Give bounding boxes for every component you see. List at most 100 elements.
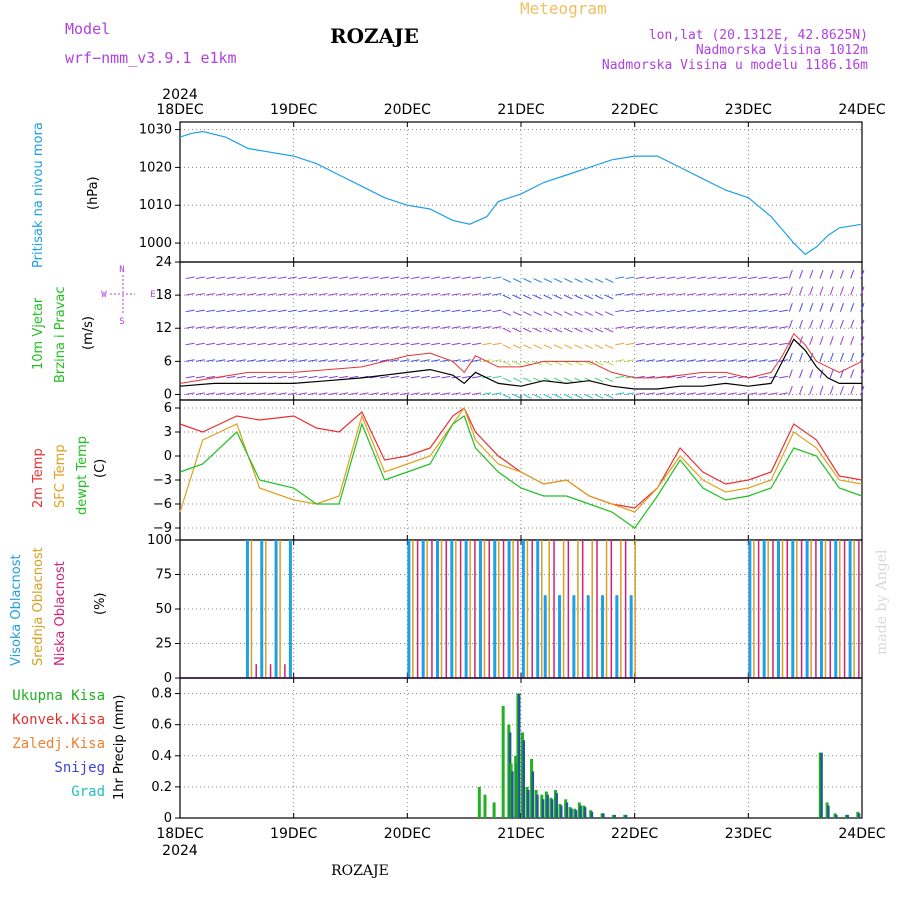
wind-barb bbox=[349, 392, 359, 395]
wind-barb bbox=[298, 276, 308, 280]
date-axis-bottom: 18DEC 19DEC 20DEC 21DEC 22DEC 23DEC 24DEC bbox=[156, 826, 885, 842]
wind-barb bbox=[328, 359, 338, 362]
wind-barb bbox=[369, 293, 379, 296]
wind-barb bbox=[195, 359, 205, 362]
wind-barb bbox=[819, 269, 824, 279]
wind-barb bbox=[410, 392, 420, 395]
elevation-label: Nadmorska Visina 1012m bbox=[696, 43, 868, 58]
wind-barb bbox=[236, 359, 246, 362]
wind-barb bbox=[799, 286, 804, 296]
wind-barb bbox=[441, 375, 451, 379]
wind-panel: 24 18 12 6 0 bbox=[155, 255, 865, 402]
precip-snow-bar bbox=[555, 793, 558, 818]
wind-barb bbox=[839, 303, 844, 312]
y-tick-label: −6 bbox=[153, 497, 172, 512]
wind-barb bbox=[778, 392, 788, 395]
wind-barb bbox=[819, 303, 824, 312]
wind-barb bbox=[390, 326, 400, 329]
wind-barb bbox=[369, 392, 379, 395]
precip-total-bar bbox=[483, 794, 487, 818]
wind-barb bbox=[420, 375, 430, 379]
cloud-bar bbox=[553, 540, 555, 678]
wind-barb bbox=[216, 326, 226, 329]
wind-barb bbox=[656, 276, 666, 280]
wind-barb bbox=[492, 276, 502, 280]
wind-barb bbox=[379, 309, 390, 313]
cloud-bar bbox=[255, 664, 257, 678]
wind-barb bbox=[666, 342, 676, 346]
wind-barb bbox=[472, 392, 482, 395]
wind-barb bbox=[717, 276, 727, 280]
y-tick-label: 0.2 bbox=[151, 780, 172, 795]
wind-barb bbox=[656, 293, 666, 296]
wind-barb bbox=[195, 375, 205, 379]
wind-barb bbox=[635, 293, 645, 296]
wind-barb bbox=[287, 326, 297, 329]
compass-w: W bbox=[101, 290, 107, 300]
wind-barb bbox=[768, 359, 778, 362]
wind-barb bbox=[236, 293, 246, 296]
cloud-bar bbox=[260, 540, 264, 678]
cloud-bar bbox=[748, 540, 752, 678]
wind-barb bbox=[318, 375, 328, 379]
wind-barb bbox=[656, 309, 666, 313]
wind-barb bbox=[492, 392, 502, 395]
precip-snow-bar bbox=[517, 693, 521, 818]
wind-barb bbox=[482, 375, 492, 379]
cloud-bar bbox=[455, 540, 457, 678]
wind-barb bbox=[472, 342, 482, 346]
wind-barb bbox=[727, 375, 737, 379]
wind-barb bbox=[839, 269, 844, 279]
wind-barb bbox=[359, 309, 369, 313]
wind-barb bbox=[543, 294, 553, 300]
wind-barb bbox=[441, 342, 451, 346]
cloud-bar bbox=[517, 540, 519, 678]
wind-barb bbox=[246, 276, 257, 280]
wind-barb bbox=[420, 293, 430, 296]
wind-barb bbox=[236, 326, 246, 329]
wind-barb bbox=[758, 276, 768, 280]
wind-barb bbox=[543, 327, 553, 333]
wind-barb bbox=[604, 294, 614, 300]
wind-barb bbox=[615, 392, 625, 395]
wind-barb bbox=[308, 326, 318, 329]
wind-barb bbox=[512, 311, 522, 316]
cloud-bar bbox=[488, 540, 490, 678]
wind-barb bbox=[666, 293, 676, 296]
wind-barb bbox=[594, 327, 604, 333]
wind-barb bbox=[257, 359, 267, 362]
wind-barb bbox=[656, 392, 666, 395]
wind-barb bbox=[523, 327, 532, 333]
wind-barb bbox=[574, 360, 583, 366]
wind-barb bbox=[768, 392, 778, 395]
wind-barb bbox=[328, 392, 338, 395]
wind-barb bbox=[502, 327, 512, 333]
wind-barb bbox=[768, 276, 778, 280]
wind-gust-line bbox=[179, 332, 863, 384]
wind-barb bbox=[267, 342, 277, 346]
wind-barb bbox=[226, 392, 236, 395]
wind-barb bbox=[461, 375, 471, 379]
wind-barb bbox=[574, 344, 583, 350]
wind-barb bbox=[461, 392, 471, 395]
cloud-bar bbox=[445, 540, 448, 678]
y-tick-label: 1020 bbox=[139, 160, 172, 175]
wind-barb bbox=[431, 392, 441, 395]
wind-barb bbox=[390, 309, 400, 313]
y-tick-label: 100 bbox=[147, 533, 172, 548]
wind-barb bbox=[727, 309, 737, 313]
wind-barb bbox=[553, 278, 563, 283]
wind-barb bbox=[829, 336, 834, 345]
cloud-bar bbox=[426, 540, 428, 678]
wind-barb bbox=[717, 392, 727, 395]
wind-barb bbox=[758, 309, 768, 313]
wind-barb bbox=[829, 319, 834, 329]
precip-snow-bar bbox=[613, 814, 616, 818]
temp-label-2: SFC Temp bbox=[53, 444, 68, 508]
wind-barb bbox=[502, 311, 512, 316]
cloud-bar bbox=[839, 540, 841, 678]
cloud-bar bbox=[512, 540, 514, 678]
wind-barb bbox=[523, 394, 532, 399]
wind-barb bbox=[185, 392, 195, 395]
wind-barb bbox=[666, 375, 676, 379]
